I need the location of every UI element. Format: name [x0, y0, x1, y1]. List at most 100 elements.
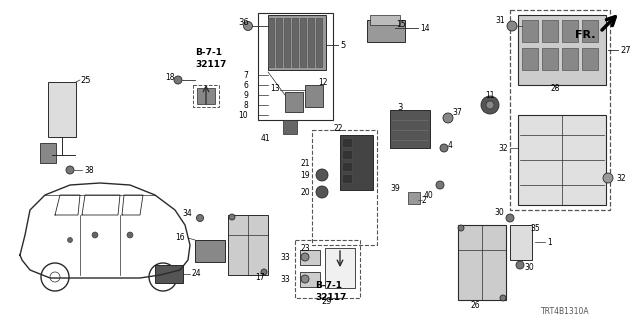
- Bar: [300, 272, 320, 287]
- Text: 35: 35: [530, 223, 540, 233]
- Circle shape: [67, 237, 72, 243]
- Text: 12: 12: [318, 77, 328, 86]
- Circle shape: [500, 295, 506, 301]
- Text: 41: 41: [260, 133, 270, 142]
- Bar: [562, 48, 578, 70]
- Circle shape: [316, 169, 328, 181]
- Text: 32117: 32117: [195, 60, 227, 68]
- Bar: [458, 225, 506, 300]
- Text: 30: 30: [494, 207, 504, 217]
- Bar: [542, 48, 558, 70]
- Bar: [195, 240, 225, 262]
- Circle shape: [174, 76, 182, 84]
- Text: 39: 39: [390, 183, 400, 193]
- Text: FR.: FR.: [575, 30, 595, 40]
- Bar: [408, 192, 420, 204]
- Bar: [562, 20, 578, 42]
- Bar: [312, 130, 377, 245]
- Bar: [390, 110, 430, 148]
- Text: 23: 23: [300, 244, 310, 252]
- Bar: [342, 162, 352, 171]
- Text: 17: 17: [255, 274, 264, 283]
- Bar: [40, 143, 56, 163]
- Bar: [300, 18, 306, 67]
- Circle shape: [127, 232, 133, 238]
- Circle shape: [516, 261, 524, 269]
- Circle shape: [92, 232, 98, 238]
- Bar: [197, 88, 215, 104]
- Bar: [193, 85, 219, 107]
- Circle shape: [440, 144, 448, 152]
- Text: 11: 11: [485, 91, 495, 100]
- Text: 33: 33: [280, 252, 290, 261]
- Text: 38: 38: [84, 165, 93, 174]
- Text: 19: 19: [300, 171, 310, 180]
- Circle shape: [507, 21, 517, 31]
- Text: 40: 40: [423, 190, 433, 199]
- Text: 20: 20: [300, 188, 310, 196]
- Bar: [284, 18, 290, 67]
- Bar: [510, 10, 610, 210]
- Bar: [518, 115, 606, 205]
- Bar: [48, 82, 76, 137]
- Circle shape: [261, 269, 267, 275]
- Text: 21: 21: [301, 158, 310, 167]
- Bar: [582, 20, 598, 42]
- Text: 32: 32: [499, 143, 508, 153]
- Bar: [155, 265, 183, 283]
- Text: 29: 29: [322, 298, 332, 307]
- Text: 26: 26: [470, 300, 480, 309]
- Circle shape: [486, 101, 494, 109]
- Bar: [582, 48, 598, 70]
- Text: 24: 24: [192, 269, 202, 278]
- Circle shape: [443, 113, 453, 123]
- Text: 22: 22: [334, 124, 344, 132]
- Text: 30: 30: [524, 263, 534, 273]
- Circle shape: [301, 275, 309, 283]
- Text: 16: 16: [175, 233, 185, 242]
- Text: 1: 1: [547, 237, 552, 246]
- Circle shape: [243, 21, 253, 30]
- Bar: [518, 15, 606, 85]
- Text: 6: 6: [243, 81, 248, 90]
- Bar: [300, 250, 320, 265]
- Circle shape: [506, 214, 514, 222]
- Bar: [283, 120, 297, 134]
- Circle shape: [481, 96, 499, 114]
- Bar: [342, 174, 352, 183]
- Circle shape: [458, 225, 464, 231]
- Bar: [268, 15, 326, 70]
- Text: 13: 13: [270, 84, 280, 92]
- Bar: [305, 85, 323, 107]
- Text: 32117: 32117: [315, 292, 346, 301]
- Text: 25: 25: [80, 76, 90, 84]
- Text: 27: 27: [620, 45, 630, 54]
- Circle shape: [229, 214, 235, 220]
- Circle shape: [196, 214, 204, 221]
- Bar: [342, 150, 352, 159]
- Bar: [510, 225, 532, 260]
- Bar: [325, 248, 355, 288]
- Bar: [292, 18, 298, 67]
- Bar: [340, 135, 373, 190]
- Text: 3: 3: [397, 102, 403, 111]
- Text: TRT4B1310A: TRT4B1310A: [541, 308, 590, 316]
- Bar: [228, 215, 268, 275]
- Bar: [316, 18, 322, 67]
- Bar: [285, 92, 303, 112]
- Text: 4: 4: [448, 140, 453, 149]
- Text: 5: 5: [340, 41, 345, 50]
- Text: 32: 32: [616, 173, 626, 182]
- Text: 9: 9: [243, 91, 248, 100]
- Text: 15: 15: [396, 20, 406, 28]
- Bar: [370, 15, 400, 25]
- Text: 2: 2: [422, 196, 427, 204]
- Bar: [367, 20, 405, 42]
- Text: 18: 18: [165, 73, 175, 82]
- Bar: [308, 18, 314, 67]
- Text: 36: 36: [238, 18, 249, 27]
- Bar: [522, 20, 538, 42]
- Circle shape: [316, 186, 328, 198]
- Text: 7: 7: [243, 70, 248, 79]
- Text: 14: 14: [420, 23, 429, 33]
